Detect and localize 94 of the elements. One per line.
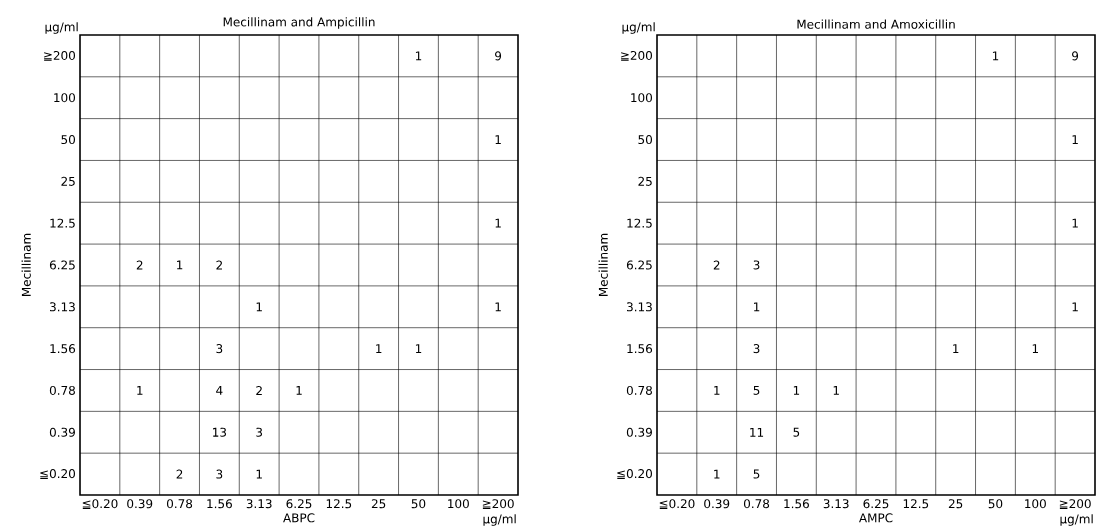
- y-tick-label: ≧200: [44, 50, 76, 61]
- data-label: 9: [1072, 51, 1079, 61]
- x-tick-label: ≧200: [482, 499, 514, 510]
- x-tick-label: 12.5: [326, 499, 352, 509]
- x-tick-label: 0.39: [704, 499, 730, 509]
- data-label: 1: [1072, 302, 1078, 312]
- data-label: 3: [216, 469, 223, 479]
- data-label: 1: [415, 344, 422, 353]
- text: μg/ml: [483, 514, 516, 526]
- data-label: 1: [177, 260, 183, 270]
- data-label: 1: [833, 386, 839, 395]
- data-label: 2: [713, 260, 720, 270]
- x-tick-label: 1.56: [784, 499, 809, 509]
- x-tick-label: 1.56: [207, 499, 232, 509]
- chart-title: Mecillinam and Ampicillin: [223, 17, 375, 29]
- y-tick-label: 0.78: [49, 385, 75, 395]
- x-axis-title: ABPC: [283, 513, 315, 523]
- x-axis-title: AMPC: [859, 513, 893, 523]
- y-axis-title: Mecillinam: [21, 233, 31, 296]
- y-tick-label: 50: [61, 134, 76, 145]
- y-tick-label: 0.39: [626, 427, 652, 437]
- y-tick-label: 6.25: [626, 260, 652, 270]
- data-label: 1: [296, 386, 302, 395]
- data-label: 5: [753, 469, 760, 479]
- y-tick-label: 100: [54, 93, 76, 103]
- data-label: 1: [137, 386, 143, 395]
- x-tick-label: ≦0.20: [659, 499, 695, 510]
- data-label: 3: [753, 260, 760, 270]
- y-tick-label: 100: [631, 93, 652, 103]
- data-label: 1: [415, 51, 422, 61]
- data-label: 3: [216, 344, 223, 354]
- data-label: 4: [216, 386, 223, 395]
- x-tick-label: 50: [988, 499, 1003, 509]
- data-label: 1: [1032, 344, 1038, 353]
- text: μg/ml: [622, 22, 655, 34]
- x-tick-label: ≦0.20: [82, 499, 118, 510]
- text: μg/ml: [1060, 514, 1093, 526]
- data-label: 1: [714, 386, 720, 395]
- data-label: 1: [714, 469, 720, 479]
- x-tick-label: 3.13: [246, 499, 272, 509]
- data-label: 2: [136, 260, 143, 270]
- data-label: 2: [256, 385, 262, 395]
- y-tick-label: 12.5: [50, 218, 75, 228]
- y-tick-label: 0.39: [49, 427, 75, 437]
- x-tick-label: 100: [448, 499, 469, 509]
- data-label: 9: [495, 51, 502, 61]
- data-label: 1: [256, 469, 262, 479]
- y-tick-label: 1.56: [627, 344, 653, 354]
- data-label: 5: [753, 385, 760, 395]
- data-label: 1: [256, 302, 262, 312]
- x-tick-label: 50: [411, 499, 426, 509]
- data-label: 1: [495, 218, 501, 228]
- x-tick-label: 0.78: [743, 499, 770, 509]
- x-tick-label: 25: [371, 499, 386, 509]
- x-tick-label: 6.25: [863, 499, 889, 509]
- y-tick-label: 1.56: [50, 344, 76, 354]
- data-label: 1: [495, 302, 501, 312]
- x-tick-label: 100: [1025, 499, 1046, 509]
- data-label: 5: [793, 427, 800, 437]
- data-label: 1: [754, 302, 760, 312]
- data-label: 2: [216, 260, 222, 270]
- text: μg/ml: [45, 22, 78, 34]
- y-tick-label: ≧200: [621, 50, 652, 61]
- x-tick-label: 12.5: [903, 499, 929, 509]
- y-tick-label: 12.5: [627, 218, 652, 228]
- x-tick-label: 6.25: [286, 499, 312, 509]
- y-tick-label: ≦0.20: [40, 469, 76, 480]
- data-label: 13: [213, 427, 227, 437]
- y-tick-label: 25: [638, 176, 652, 186]
- x-tick-label: 0.39: [127, 499, 153, 509]
- data-label: 1: [376, 344, 382, 353]
- x-tick-label: ≧200: [1059, 499, 1091, 510]
- data-label: 3: [753, 344, 760, 354]
- x-tick-label: 3.13: [823, 499, 849, 509]
- data-label: 1: [992, 51, 999, 61]
- y-tick-label: 0.78: [626, 385, 652, 395]
- data-label: 1: [1072, 218, 1078, 228]
- data-label: 2: [176, 469, 183, 479]
- y-axis-title: Mecillinam: [598, 233, 608, 296]
- y-tick-label: 6.25: [49, 260, 75, 270]
- data-label: 1: [1072, 135, 1078, 144]
- x-tick-label: 25: [948, 499, 963, 509]
- data-label: 3: [256, 427, 263, 437]
- x-tick-label: 0.78: [166, 499, 193, 509]
- y-tick-label: ≦0.20: [617, 469, 653, 480]
- y-tick-label: 50: [638, 134, 653, 145]
- y-tick-label: 3.13: [50, 302, 75, 312]
- y-tick-label: 3.13: [627, 302, 652, 312]
- data-label: 1: [495, 135, 501, 144]
- data-label: 1: [793, 386, 800, 395]
- data-label: 11: [750, 427, 764, 437]
- data-label: 1: [953, 344, 959, 353]
- chart-title: Mecillinam and Amoxicillin: [797, 19, 955, 29]
- y-tick-label: 25: [61, 176, 75, 186]
